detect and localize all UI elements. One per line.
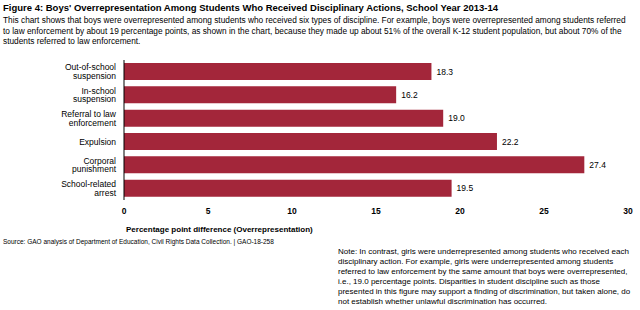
html-text:Source: GAO analysis of Depart: Source: GAO analysis of Department of Ed… bbox=[3, 238, 274, 245]
html-text:Figure 4: Boys' Overrepresenta: Figure 4: Boys' Overrepresentation Among… bbox=[3, 2, 498, 13]
svg-text:In-schoolsuspension: In-schoolsuspension bbox=[73, 86, 116, 105]
svg-text:19.5: 19.5 bbox=[457, 183, 474, 193]
html-text:Note: In contrast, girls were: Note: In contrast, girls were underrepre… bbox=[338, 247, 631, 306]
svg-text:15: 15 bbox=[371, 206, 381, 216]
svg-text:16.2: 16.2 bbox=[401, 90, 418, 100]
svg-text:Percentage point difference (O: Percentage point difference (Overreprese… bbox=[126, 225, 313, 234]
svg-text:10: 10 bbox=[287, 206, 297, 216]
svg-text:0: 0 bbox=[122, 206, 127, 216]
svg-text:School-relatedarrest: School-relatedarrest bbox=[61, 179, 116, 198]
svg-text:5: 5 bbox=[206, 206, 211, 216]
svg-text:Corporalpunishment: Corporalpunishment bbox=[72, 156, 117, 175]
svg-text:25: 25 bbox=[539, 206, 549, 216]
svg-text:27.4: 27.4 bbox=[589, 160, 606, 170]
svg-text:20: 20 bbox=[455, 206, 465, 216]
svg-text:18.3: 18.3 bbox=[436, 67, 453, 77]
svg-text:Out-of-schoolsuspension: Out-of-schoolsuspension bbox=[65, 62, 116, 81]
svg-text:19.0: 19.0 bbox=[448, 113, 465, 123]
svg-text:30: 30 bbox=[623, 206, 632, 216]
svg-text:22.2: 22.2 bbox=[502, 137, 519, 147]
svg-text:Referral to lawenforcement: Referral to lawenforcement bbox=[61, 109, 117, 128]
svg-text:Expulsion: Expulsion bbox=[79, 137, 116, 147]
html-text:This chart shows that boys wer: This chart shows that boys were overrepr… bbox=[3, 15, 626, 46]
